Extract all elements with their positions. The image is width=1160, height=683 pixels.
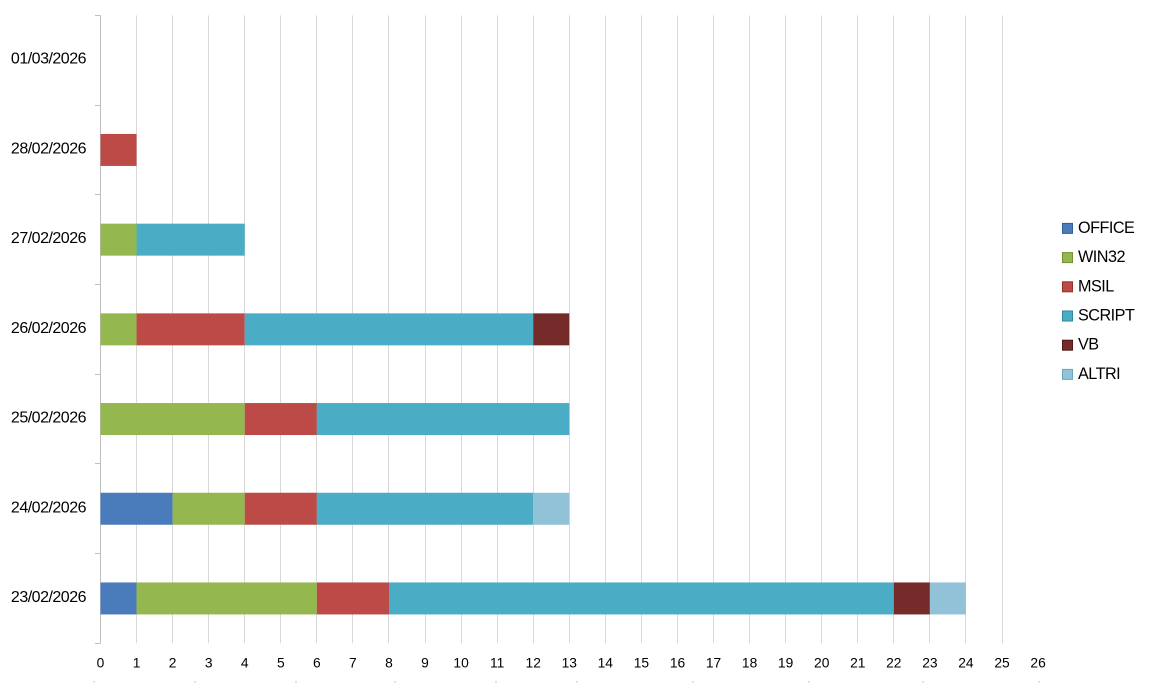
svg-text:23/02/2026: 23/02/2026 bbox=[11, 589, 87, 606]
svg-text:16: 16 bbox=[670, 656, 686, 671]
svg-text:ALTRI: ALTRI bbox=[1078, 365, 1120, 383]
svg-text:4: 4 bbox=[241, 656, 249, 671]
svg-text:01/03/2026: 01/03/2026 bbox=[11, 51, 87, 68]
svg-text:3: 3 bbox=[205, 656, 213, 671]
svg-text:23: 23 bbox=[922, 656, 938, 671]
svg-text:27/02/2026: 27/02/2026 bbox=[11, 230, 87, 247]
svg-text:SCRIPT: SCRIPT bbox=[1078, 307, 1135, 325]
svg-text:17: 17 bbox=[706, 656, 721, 671]
svg-text:9: 9 bbox=[421, 656, 429, 671]
svg-text:26: 26 bbox=[1030, 656, 1046, 671]
svg-text:26/02/2026: 26/02/2026 bbox=[11, 320, 87, 337]
svg-text:5: 5 bbox=[277, 656, 285, 671]
svg-text:1: 1 bbox=[133, 656, 141, 671]
svg-text:7: 7 bbox=[349, 656, 357, 671]
svg-text:28/02/2026: 28/02/2026 bbox=[11, 141, 87, 158]
svg-text:OFFICE: OFFICE bbox=[1078, 219, 1135, 237]
svg-text:15: 15 bbox=[634, 656, 650, 671]
svg-text:18: 18 bbox=[742, 656, 758, 671]
svg-text:8: 8 bbox=[385, 656, 393, 671]
svg-text:24/02/2026: 24/02/2026 bbox=[11, 499, 87, 516]
svg-text:25: 25 bbox=[994, 656, 1010, 671]
svg-text:10: 10 bbox=[453, 656, 469, 671]
svg-text:2: 2 bbox=[169, 656, 177, 671]
svg-text:19: 19 bbox=[778, 656, 794, 671]
svg-text:11: 11 bbox=[490, 656, 504, 671]
svg-text:MSIL: MSIL bbox=[1078, 277, 1114, 295]
svg-text:VB: VB bbox=[1078, 336, 1099, 354]
svg-text:6: 6 bbox=[313, 656, 321, 671]
svg-text:21: 21 bbox=[850, 656, 865, 671]
svg-text:22: 22 bbox=[886, 656, 901, 671]
svg-text:24: 24 bbox=[958, 656, 974, 671]
svg-text:12: 12 bbox=[526, 656, 541, 671]
svg-text:13: 13 bbox=[562, 656, 578, 671]
svg-text:20: 20 bbox=[814, 656, 830, 671]
svg-text:14: 14 bbox=[598, 656, 614, 671]
svg-text:WIN32: WIN32 bbox=[1078, 248, 1125, 266]
svg-text:25/02/2026: 25/02/2026 bbox=[11, 410, 87, 427]
svg-text:0: 0 bbox=[97, 656, 105, 671]
